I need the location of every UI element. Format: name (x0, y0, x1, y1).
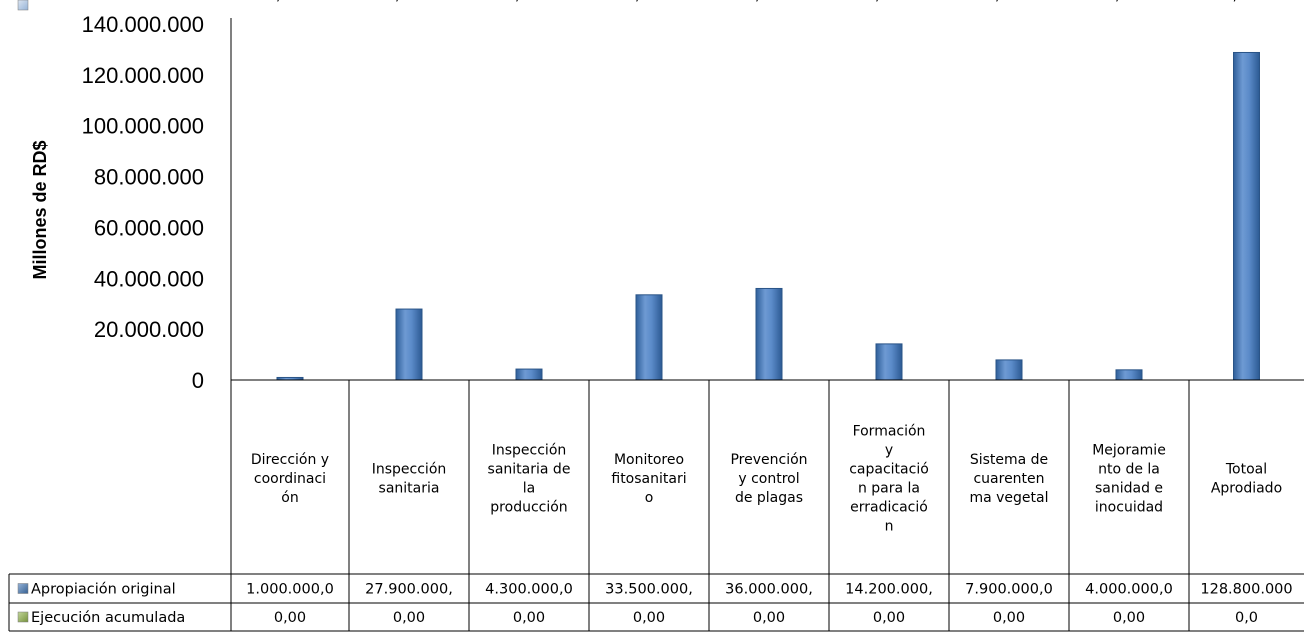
bar (755, 287, 783, 381)
y-tick-label: 120.000.000 (82, 63, 204, 88)
table-cell: 0,00% (1106, 0, 1152, 4)
table-cell: 0,00 (513, 610, 545, 626)
table-cell: 0,00 (1113, 610, 1145, 626)
table-cell: 0,0 (1235, 610, 1258, 626)
table-cell: 0,00% (746, 0, 792, 4)
table-cell: 0,00% (386, 0, 432, 4)
y-tick-labels: 0 20.000.000 40.000.000 60.000.000 80.000.00… (82, 12, 204, 393)
category-label: Prevención y control de plagas (730, 452, 807, 506)
table-cell: 0,00% (626, 0, 672, 4)
table-cell: 128.800.000 (1200, 582, 1292, 598)
bar (995, 359, 1023, 381)
y-tick-label: 100.000.000 (82, 114, 204, 139)
category-label: Sistema de cuarenten ma vegetal (969, 452, 1048, 506)
category-label: Mejoramie nto de la sanidad e inocuidad (1092, 443, 1166, 516)
category-label: Inspección sanitaria de la producción (488, 443, 571, 516)
y-tick-label: 80.000.000 (94, 165, 204, 190)
table-cell: 0,00 (873, 610, 905, 626)
category-labels: Dirección y coordinaci ón Inspección sanitar… (251, 424, 1282, 535)
bar (515, 368, 543, 381)
table-cell: 0,00 (393, 610, 425, 626)
y-tick-label: 0 (192, 368, 204, 393)
category-label: Dirección y coordinaci ón (251, 452, 329, 506)
legend-key (17, 583, 29, 594)
category-label: Totoal Aprodiado (1211, 462, 1282, 497)
table-cell: 0,00 (753, 610, 785, 626)
table-row-label: Apropiación original (31, 582, 176, 598)
table-cell: 0,00% (506, 0, 552, 4)
bar (1115, 369, 1143, 381)
bar (875, 343, 903, 381)
table-cell: 7.900.000,0 (965, 582, 1053, 598)
category-label: Formación y capacitació n para la erradicaci… (849, 424, 929, 535)
table-cell: 14.200.000, (845, 582, 933, 598)
table-cell: 0,00 (274, 610, 306, 626)
table-cell: 36.000.000, (725, 582, 813, 598)
y-tick-label: 140.000.000 (82, 12, 204, 37)
table-cell: 1.000.000,0 (246, 582, 334, 598)
y-tick-label: 20.000.000 (94, 317, 204, 342)
table-cell: 0,00 (993, 610, 1025, 626)
table-row-label: % avance (31, 0, 102, 4)
table-cell: 4.300.000,0 (485, 582, 573, 598)
bar (635, 294, 663, 381)
bar (1233, 51, 1260, 381)
bars (276, 51, 1260, 381)
category-label: Monitoreo fitosanitari o (611, 452, 686, 506)
table-cell: 0,00 (633, 610, 665, 626)
y-axis-title: Millones de RD$ (30, 140, 50, 279)
data-table-lines (8, 18, 1304, 632)
table-row-label: Ejecución acumulada (31, 610, 185, 626)
table-cell: 4.000.000,0 (1085, 582, 1173, 598)
table-cell: 0,00% (267, 0, 313, 4)
legend-key (17, 0, 29, 11)
table-cell: 27.900.000, (365, 582, 453, 598)
table-cell: 0,00% (1223, 0, 1269, 4)
bar (395, 308, 423, 381)
y-tick-label: 40.000.000 (94, 266, 204, 291)
table-cell: 33.500.000, (605, 582, 693, 598)
y-tick-label: 60.000.000 (94, 215, 204, 240)
data-table: Apropiación original 1.000.000,0 27.900.00… (17, 0, 1293, 626)
legend-key (17, 611, 29, 623)
table-cell: 0,00% (986, 0, 1032, 4)
table-cell: 0,00% (866, 0, 912, 4)
category-label: Inspección sanitaria (372, 462, 447, 497)
